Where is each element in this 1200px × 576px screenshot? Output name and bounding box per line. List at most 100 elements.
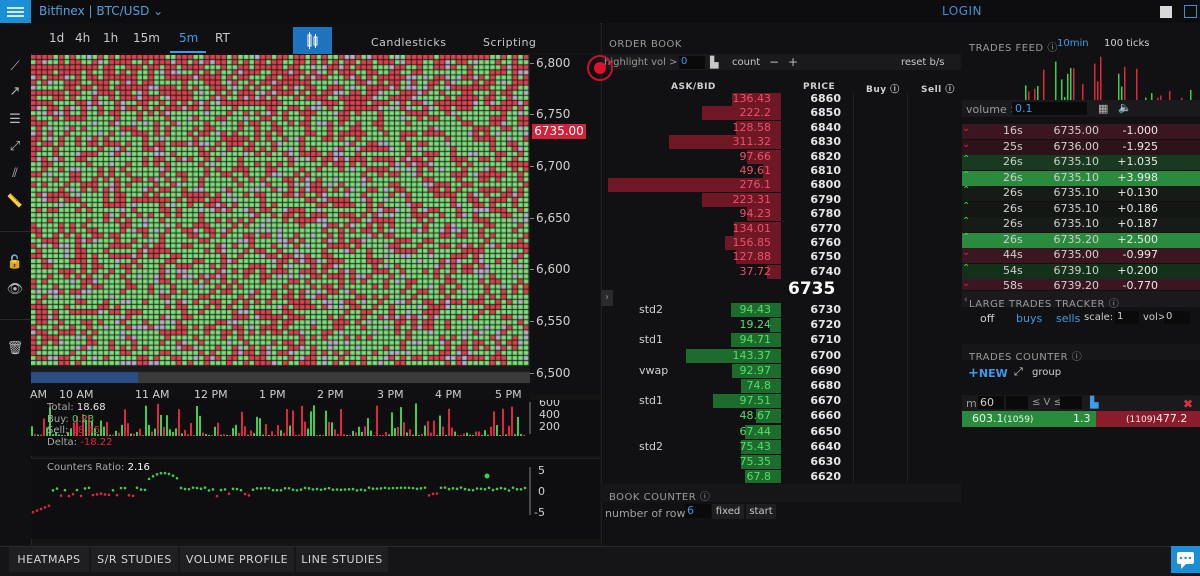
- market-selector[interactable]: Bitfinex | BTC/USD ⌄: [39, 4, 163, 18]
- ask-row[interactable]: 136.43 6860: [601, 93, 961, 106]
- vol-threshold-input[interactable]: 0: [1164, 311, 1190, 324]
- bid-row[interactable]: 143.37 6700: [601, 348, 961, 363]
- chevron-right-icon[interactable]: ›: [601, 290, 613, 306]
- ask-row[interactable]: 222.2 6850: [601, 106, 961, 121]
- timeframe-1d[interactable]: 1d: [49, 31, 65, 45]
- start-button[interactable]: start: [746, 504, 776, 519]
- bid-row[interactable]: 67.44 6650: [601, 424, 961, 439]
- chevron-left-icon[interactable]: ‹: [964, 295, 968, 305]
- ask-row[interactable]: 134.01 6770: [601, 221, 961, 236]
- trades-histogram-bar: [1190, 89, 1192, 100]
- bid-row[interactable]: std2 75.43 6640: [601, 439, 961, 454]
- ask-row[interactable]: 276.1 6800: [601, 178, 961, 193]
- large-trades-buys[interactable]: buys: [1016, 312, 1043, 325]
- login-link[interactable]: LOGIN: [942, 4, 983, 18]
- group-toggle[interactable]: group: [1032, 367, 1062, 378]
- scale-input[interactable]: 1: [1115, 311, 1139, 324]
- chat-button[interactable]: [1171, 546, 1200, 573]
- large-trades-sells[interactable]: sells: [1056, 312, 1081, 325]
- bid-row[interactable]: 67.8 6620: [601, 470, 961, 483]
- highlight-vol-input[interactable]: 0: [679, 56, 705, 69]
- ask-row[interactable]: 311.32 6830: [601, 135, 961, 150]
- min-volume-input[interactable]: [1006, 396, 1028, 409]
- trades-histogram-bar: [1043, 69, 1045, 100]
- window-square-icon[interactable]: [1160, 6, 1172, 18]
- line-tool-icon[interactable]: ⟋: [10, 59, 20, 74]
- tab-line-studies[interactable]: LINE STUDIES: [296, 547, 388, 572]
- bid-row[interactable]: 48.67 6660: [601, 409, 961, 424]
- ask-row[interactable]: 37.72 6740: [601, 264, 961, 279]
- timeframe-rt[interactable]: RT: [215, 31, 230, 45]
- ask-row[interactable]: 128.58 6840: [601, 120, 961, 135]
- menu-button[interactable]: [0, 0, 31, 23]
- bid-price: 6670: [810, 394, 841, 408]
- order-heatmap[interactable]: [31, 55, 530, 383]
- bar-chart-icon[interactable]: ▙: [710, 56, 719, 69]
- ask-row[interactable]: 49.61 6810: [601, 164, 961, 178]
- new-counter-button[interactable]: +NEW: [968, 366, 1008, 381]
- ratio-point: [95, 493, 99, 496]
- timeframe-5m[interactable]: 5m: [179, 31, 199, 45]
- speaker-icon[interactable]: 🔈: [1118, 101, 1132, 114]
- ask-row[interactable]: 156.85 6760: [601, 236, 961, 250]
- tab-10min[interactable]: 10min: [1057, 38, 1089, 49]
- tab-sr-studies[interactable]: S/R STUDIES: [91, 547, 178, 572]
- bid-row[interactable]: std2 94.43 6730: [601, 303, 961, 317]
- minutes-input[interactable]: 60: [978, 396, 1004, 409]
- rows-input[interactable]: 6: [685, 504, 711, 518]
- trade-age: 25s: [1003, 139, 1023, 153]
- lock-icon[interactable]: 🔓: [6, 255, 24, 270]
- bar-chart-icon[interactable]: ▙: [1090, 396, 1099, 409]
- ask-row[interactable]: 97.66 6820: [601, 149, 961, 164]
- bid-row[interactable]: 75.35 6630: [601, 455, 961, 469]
- bid-row[interactable]: vwap 92.97 6690: [601, 363, 961, 378]
- current-price-tag: 6735.00: [532, 124, 586, 139]
- timeframe-4h[interactable]: 4h: [75, 31, 91, 45]
- ask-price: 6800: [810, 178, 841, 192]
- ray-tool-icon[interactable]: ↗: [9, 84, 21, 99]
- count-toggle[interactable]: count: [732, 57, 761, 68]
- fixed-button[interactable]: fixed: [712, 504, 744, 519]
- ruler-icon[interactable]: 📏: [6, 194, 24, 209]
- bid-row[interactable]: std1 97.51 6670: [601, 394, 961, 409]
- ratio-point: [439, 486, 443, 490]
- record-button[interactable]: [587, 55, 613, 81]
- trades-histogram-bar: [1073, 68, 1075, 100]
- trend-tool-icon[interactable]: ⤢: [9, 139, 21, 154]
- large-trades-off[interactable]: off: [980, 312, 995, 325]
- volume-bar: [466, 432, 468, 436]
- ask-row[interactable]: 223.31 6790: [601, 192, 961, 207]
- tab-heatmaps[interactable]: HEATMAPS: [9, 547, 89, 572]
- tab-100-ticks[interactable]: 100 ticks: [1104, 38, 1150, 49]
- plus-icon[interactable]: +: [788, 55, 799, 69]
- bid-row[interactable]: std1 94.71 6710: [601, 333, 961, 348]
- reset-bs-button[interactable]: reset b/s: [901, 57, 945, 68]
- eye-icon[interactable]: 👁: [6, 282, 24, 297]
- timeframe-1h[interactable]: 1h: [103, 31, 119, 45]
- volume-bar: [289, 425, 291, 436]
- bid-row[interactable]: 74.8 6680: [601, 379, 961, 393]
- tab-scripting[interactable]: Scripting: [483, 36, 537, 49]
- ratio-point: [271, 488, 275, 492]
- horizontal-lines-icon[interactable]: ☰: [9, 112, 21, 127]
- ask-row[interactable]: 94.23 6780: [601, 207, 961, 222]
- trash-icon[interactable]: 🗑: [6, 341, 24, 356]
- ask-row[interactable]: 127.88 6750: [601, 250, 961, 265]
- close-icon[interactable]: ✖: [1183, 397, 1194, 411]
- volume-filter-input[interactable]: 0.1: [1012, 102, 1087, 115]
- calculator-icon[interactable]: ▦: [1098, 102, 1109, 115]
- volume-bar: [193, 434, 195, 436]
- tab-candlesticks[interactable]: Candlesticks: [371, 36, 447, 49]
- bid-row[interactable]: 19.24 6720: [601, 318, 961, 333]
- expand-icon[interactable]: ⤢: [1014, 365, 1023, 378]
- timeframe-15m[interactable]: 15m: [133, 31, 160, 45]
- minus-icon[interactable]: −: [769, 55, 780, 69]
- tab-volume-profile[interactable]: VOLUME PROFILE: [180, 547, 294, 572]
- chart-type-button[interactable]: [293, 27, 332, 54]
- max-volume-input[interactable]: [1060, 396, 1082, 409]
- maximize-icon[interactable]: [1184, 5, 1197, 18]
- volume-bar: [484, 430, 486, 436]
- bid-price: 6700: [810, 348, 841, 362]
- volume-bar: [256, 416, 258, 436]
- channel-tool-icon[interactable]: ⫽: [12, 166, 18, 181]
